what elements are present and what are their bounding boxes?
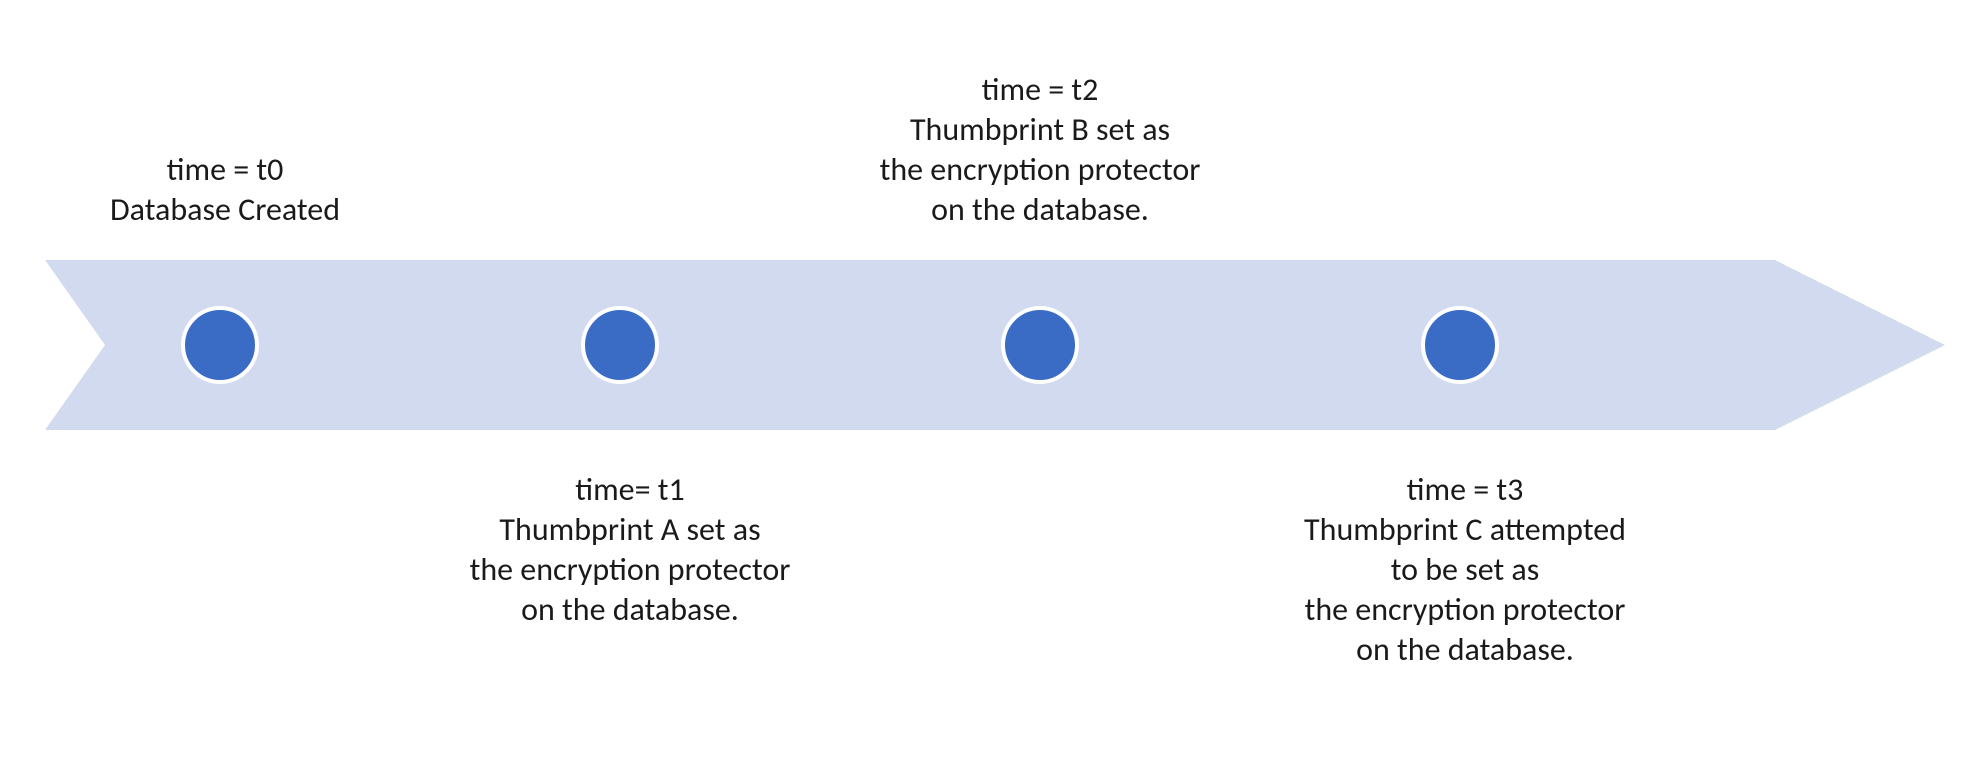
timeline-dot-t1	[581, 306, 659, 384]
timeline-label-t1: time= t1 Thumbprint A set as the encrypt…	[430, 470, 830, 630]
timeline-dot-t2	[1001, 306, 1079, 384]
timeline-dot-t3	[1421, 306, 1499, 384]
timeline-diagram: time = t0 Database Created time= t1 Thum…	[0, 0, 1971, 772]
timeline-arrow	[45, 260, 1945, 430]
timeline-label-t2: time = t2 Thumbprint B set as the encryp…	[840, 70, 1240, 230]
timeline-label-t0: time = t0 Database Created	[60, 150, 390, 230]
timeline-dot-t0	[181, 306, 259, 384]
timeline-label-t3: time = t3 Thumbprint C attempted to be s…	[1250, 470, 1680, 670]
